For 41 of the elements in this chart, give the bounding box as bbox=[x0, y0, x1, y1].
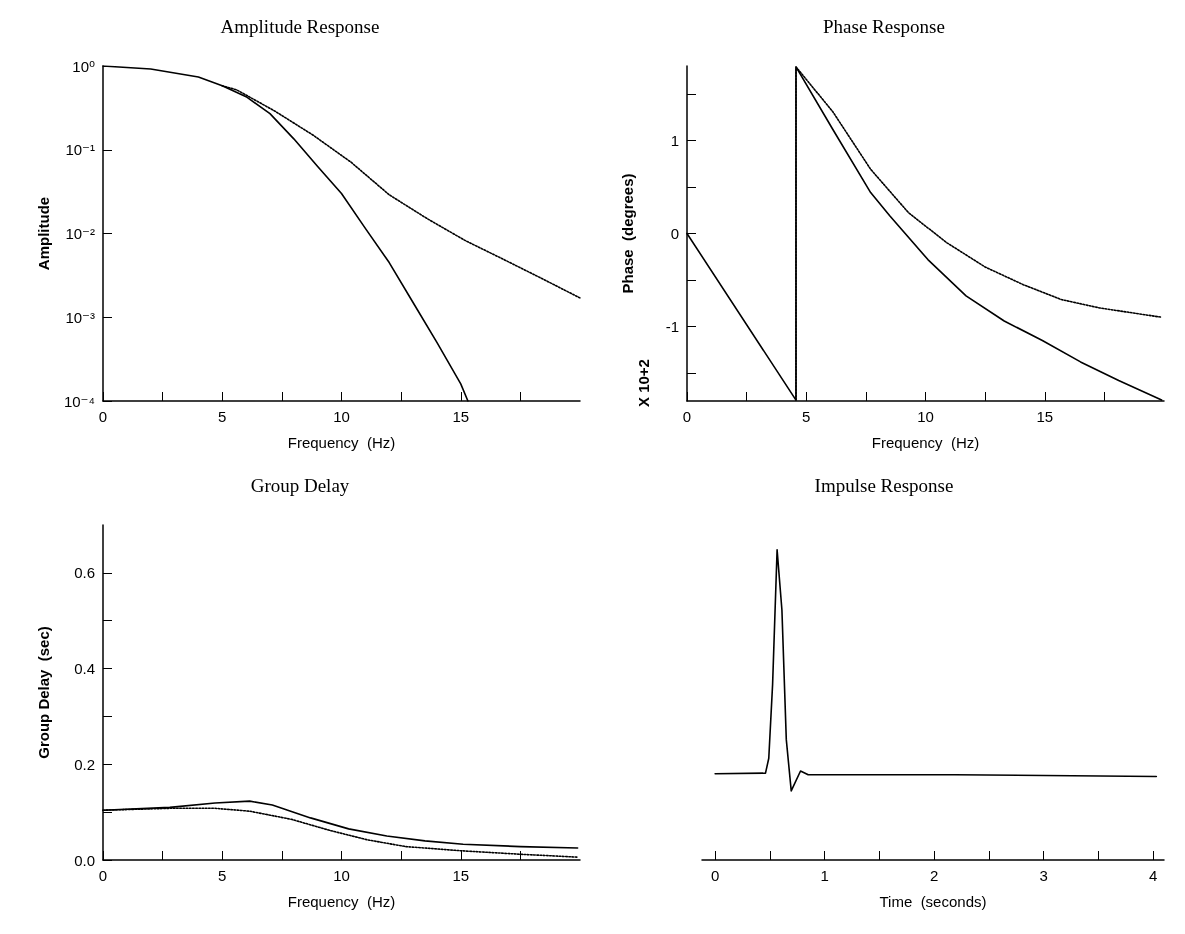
x-tick-label: 15 bbox=[452, 867, 470, 884]
y-tick-label: 0.6 bbox=[74, 564, 95, 582]
y-tick-label: 0.4 bbox=[74, 660, 95, 678]
y-tick-label: 10⁻³ bbox=[65, 308, 95, 326]
x-tick-label: 15 bbox=[452, 408, 470, 425]
x-axis-title: Frequency (Hz) bbox=[287, 893, 396, 910]
y-axis-title: Phase (degrees) bbox=[619, 173, 636, 294]
x-tick-label: 10 bbox=[333, 867, 350, 884]
x-tick-label: 15 bbox=[1036, 408, 1054, 425]
x-axis-title: Time (seconds) bbox=[879, 893, 987, 910]
y-tick-label: 10⁻⁴ bbox=[63, 392, 95, 410]
x-axis-title: Frequency (Hz) bbox=[287, 434, 396, 451]
x-tick-label: 5 bbox=[218, 408, 227, 425]
y-tick-label: -1 bbox=[665, 318, 679, 336]
chart-title: Amplitude Response bbox=[220, 16, 380, 37]
y-axis-title: Group Delay (sec) bbox=[35, 626, 52, 759]
x-tick-label: 4 bbox=[1148, 867, 1158, 884]
x-tick-label: 2 bbox=[929, 867, 939, 884]
x-tick-label: 0 bbox=[682, 408, 692, 425]
chart-title: Phase Response bbox=[823, 16, 945, 37]
x-tick-label: 3 bbox=[1039, 867, 1048, 884]
y-tick-label: 10⁰ bbox=[72, 57, 95, 75]
y-tick-label: 0.2 bbox=[74, 755, 95, 773]
y-tick-label: 10⁻¹ bbox=[65, 141, 95, 159]
x-tick-label: 0 bbox=[710, 867, 720, 884]
y-axis-title: Amplitude bbox=[35, 196, 52, 271]
chart-title: Impulse Response bbox=[814, 475, 954, 496]
x-tick-label: 10 bbox=[917, 408, 934, 425]
text: X 10+2 bbox=[635, 359, 652, 407]
y-tick-label: 0.0 bbox=[74, 851, 95, 869]
x-tick-label: 10 bbox=[333, 408, 350, 425]
chart-title: Group Delay bbox=[250, 475, 350, 496]
x-tick-label: 1 bbox=[820, 867, 829, 884]
x-tick-label: 0 bbox=[98, 408, 108, 425]
y-tick-label: 0 bbox=[670, 225, 679, 242]
x-tick-label: 5 bbox=[218, 867, 227, 884]
y-tick-label: 10⁻² bbox=[65, 225, 95, 242]
x-tick-label: 5 bbox=[802, 408, 811, 425]
x-tick-label: 0 bbox=[98, 867, 108, 884]
y-tick-label: 1 bbox=[670, 131, 679, 149]
x-axis-title: Frequency (Hz) bbox=[871, 434, 980, 451]
